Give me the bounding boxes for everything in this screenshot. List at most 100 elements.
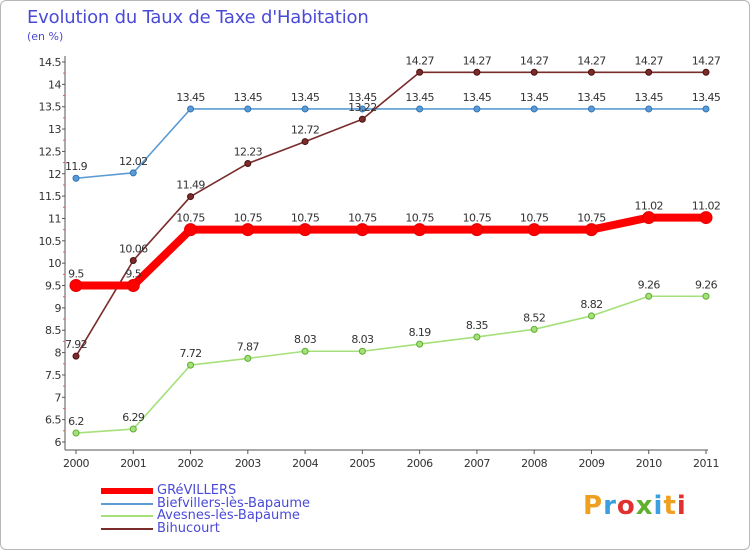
data-point-biefvillers	[129, 169, 137, 177]
series-line-bihucourt	[75, 71, 707, 357]
data-label-avesnes: 8.03	[351, 333, 374, 346]
data-label-biefvillers: 13.45	[692, 91, 721, 104]
data-point-bihucourt	[244, 159, 252, 167]
x-tick-label: 2005	[349, 457, 375, 470]
legend-item-biefvillers[interactable]: Biefvillers-lès-Bapaume	[101, 495, 311, 511]
data-point-biefvillers	[72, 174, 80, 182]
legend-label: Biefvillers-lès-Bapaume	[157, 495, 311, 511]
legend-item-bihucourt[interactable]: Bihucourt	[101, 522, 310, 536]
x-tick-label: 2007	[464, 457, 490, 470]
legend-item-grevillers[interactable]: GRéVILLERS	[101, 483, 310, 499]
data-point-grevillers	[527, 223, 541, 237]
data-label-biefvillers: 13.45	[634, 91, 663, 104]
data-point-grevillers	[413, 223, 427, 237]
y-tick-label: 7	[55, 391, 62, 404]
data-point-avesnes	[187, 361, 195, 369]
data-point-grevillers	[298, 223, 312, 237]
y-tick-label: 12.5	[39, 145, 62, 158]
x-tick-label: 2011	[693, 457, 719, 470]
logo-letter: i	[676, 491, 687, 521]
data-point-biefvillers	[301, 105, 309, 113]
logo-letter: o	[616, 491, 636, 521]
legend-swatch-biefvillers	[101, 502, 153, 505]
data-label-biefvillers: 13.45	[234, 91, 263, 104]
data-point-grevillers	[584, 223, 598, 237]
data-point-avesnes	[473, 333, 481, 341]
y-tick-label: 11.5	[39, 190, 62, 203]
data-label-bihucourt: 13.22	[348, 101, 377, 114]
data-label-avesnes: 8.03	[294, 333, 317, 346]
data-point-biefvillers	[530, 105, 538, 113]
chart-subtitle: (en %)	[27, 30, 64, 43]
data-label-biefvillers: 11.9	[65, 160, 88, 173]
data-label-biefvillers: 12.02	[119, 155, 148, 168]
data-label-grevillers: 9.5	[125, 268, 141, 281]
y-tick-label: 7.5	[45, 369, 61, 382]
data-point-bihucourt	[72, 352, 80, 360]
legend-label: GRéVILLERS	[157, 483, 237, 499]
chart-title: Evolution du Taux de Taxe d'Habitation	[27, 7, 369, 28]
data-point-bihucourt	[301, 138, 309, 146]
data-label-avesnes: 7.72	[179, 347, 201, 360]
y-tick-label: 13.5	[39, 101, 62, 114]
y-tick-label: 10.5	[39, 235, 62, 248]
data-point-bihucourt	[129, 256, 137, 264]
data-point-biefvillers	[187, 105, 195, 113]
data-point-grevillers	[699, 211, 713, 225]
x-tick-label: 2003	[235, 457, 261, 470]
data-point-biefvillers	[473, 105, 481, 113]
data-label-grevillers: 10.75	[234, 212, 263, 225]
data-label-avesnes: 8.52	[523, 311, 545, 324]
data-label-biefvillers: 13.45	[520, 91, 549, 104]
data-point-avesnes	[416, 340, 424, 348]
data-label-bihucourt: 14.27	[692, 54, 721, 67]
legend: GRéVILLERS Biefvillers-lès-Bapaume Avesn…	[101, 483, 311, 536]
data-label-bihucourt: 14.27	[463, 54, 492, 67]
data-point-avesnes	[129, 425, 137, 433]
legend-item-avesnes[interactable]: Avesnes-lès-Bapaume	[101, 508, 310, 524]
x-tick-label: 2001	[120, 457, 146, 470]
data-point-biefvillers	[358, 105, 366, 113]
line-chart: 6 6.5 7 7.5 8 8.5 9 9.5 10 10.5 11 11.5 12 12.5 13 13.5…	[39, 54, 722, 470]
data-point-grevillers	[184, 223, 198, 237]
data-point-biefvillers	[645, 105, 653, 113]
legend-swatch-bihucourt	[101, 527, 153, 530]
series-line-grevillers	[72, 213, 710, 290]
data-point-avesnes	[702, 292, 710, 300]
legend-swatch-grevillers	[101, 488, 153, 495]
data-point-bihucourt	[473, 68, 481, 76]
data-label-grevillers: 11.02	[692, 200, 721, 213]
data-label-biefvillers: 13.45	[291, 91, 320, 104]
data-point-avesnes	[587, 312, 595, 320]
y-tick-label: 12	[48, 168, 61, 181]
data-label-biefvillers: 13.45	[176, 91, 205, 104]
logo-letter: r	[603, 491, 617, 521]
y-tick-label: 13	[48, 123, 61, 136]
data-point-grevillers	[642, 211, 656, 225]
data-label-biefvillers: 13.45	[463, 91, 492, 104]
data-point-avesnes	[244, 354, 252, 362]
data-label-grevillers: 10.75	[291, 212, 320, 225]
data-label-grevillers: 10.75	[520, 212, 549, 225]
data-label-grevillers: 10.75	[405, 212, 434, 225]
y-tick-label: 14	[48, 78, 61, 91]
y-tick-label: 6.5	[45, 414, 61, 427]
data-label-grevillers: 9.5	[68, 268, 84, 281]
data-label-grevillers: 10.75	[577, 212, 606, 225]
data-label-grevillers: 10.75	[348, 212, 377, 225]
data-point-grevillers	[69, 279, 83, 293]
data-point-avesnes	[301, 347, 309, 355]
data-label-avesnes: 6.29	[122, 411, 145, 424]
data-label-avesnes: 6.2	[68, 415, 84, 428]
data-label-bihucourt: 7.92	[65, 338, 87, 351]
legend-swatch-avesnes	[101, 515, 153, 518]
data-point-bihucourt	[187, 193, 195, 201]
data-label-bihucourt: 14.27	[577, 54, 606, 67]
data-label-biefvillers: 13.45	[348, 91, 377, 104]
proxiti-logo: Proxiti	[583, 491, 687, 521]
data-point-grevillers	[355, 223, 369, 237]
data-point-biefvillers	[702, 105, 710, 113]
x-tick-label: 2000	[63, 457, 89, 470]
y-tick-label: 6	[55, 436, 62, 449]
legend-label: Avesnes-lès-Bapaume	[157, 508, 300, 524]
